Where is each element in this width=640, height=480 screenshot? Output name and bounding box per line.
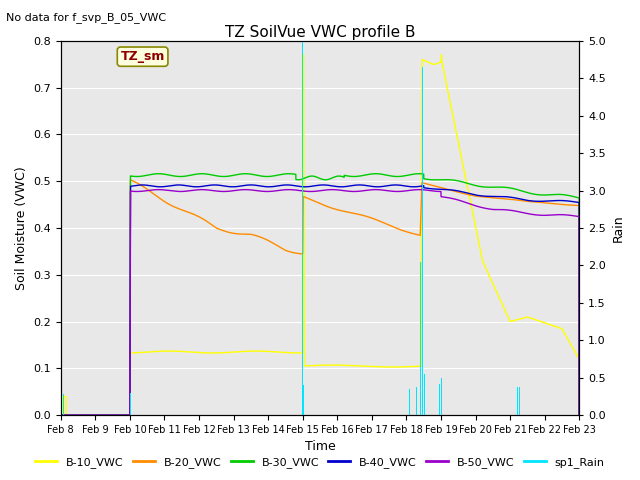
Bar — [415, 387, 417, 415]
Bar — [517, 387, 518, 415]
Bar — [302, 41, 303, 415]
Bar — [441, 378, 442, 415]
Text: No data for f_svp_B_05_VWC: No data for f_svp_B_05_VWC — [6, 12, 166, 23]
Bar — [422, 67, 423, 415]
Bar — [303, 385, 304, 415]
Legend: B-10_VWC, B-20_VWC, B-30_VWC, B-40_VWC, B-50_VWC, sp1_Rain: B-10_VWC, B-20_VWC, B-30_VWC, B-40_VWC, … — [31, 452, 609, 472]
Y-axis label: Rain: Rain — [612, 214, 625, 242]
Bar — [409, 389, 410, 415]
Text: TZ_sm: TZ_sm — [120, 50, 164, 63]
Bar — [424, 374, 425, 415]
Bar — [301, 389, 303, 415]
Bar — [130, 393, 131, 415]
X-axis label: Time: Time — [305, 441, 335, 454]
Title: TZ SoilVue VWC profile B: TZ SoilVue VWC profile B — [225, 24, 415, 40]
Y-axis label: Soil Moisture (VWC): Soil Moisture (VWC) — [15, 166, 28, 290]
Bar — [519, 387, 520, 415]
